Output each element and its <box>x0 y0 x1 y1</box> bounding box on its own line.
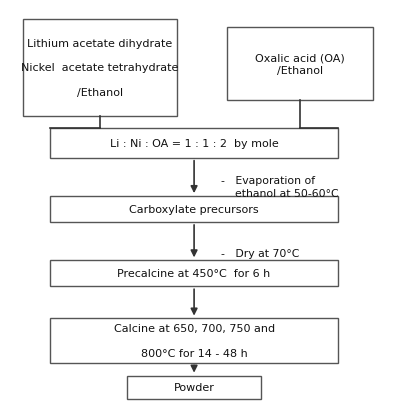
FancyBboxPatch shape <box>50 319 338 363</box>
Text: Powder: Powder <box>174 382 214 392</box>
Text: Calcine at 650, 700, 750 and

800°C for 14 - 48 h: Calcine at 650, 700, 750 and 800°C for 1… <box>114 324 275 358</box>
Text: Precalcine at 450°C  for 6 h: Precalcine at 450°C for 6 h <box>118 269 271 279</box>
FancyBboxPatch shape <box>50 128 338 158</box>
Text: Li : Ni : OA = 1 : 1 : 2  by mole: Li : Ni : OA = 1 : 1 : 2 by mole <box>110 138 278 148</box>
Text: Carboxylate precursors: Carboxylate precursors <box>129 204 259 214</box>
FancyBboxPatch shape <box>227 28 373 100</box>
FancyBboxPatch shape <box>50 196 338 222</box>
Text: Lithium acetate dihydrate

Nickel  acetate tetrahydrate

/Ethanol: Lithium acetate dihydrate Nickel acetate… <box>21 38 179 98</box>
Text: Oxalic acid (OA)
/Ethanol: Oxalic acid (OA) /Ethanol <box>255 53 345 75</box>
Text: -   Evaporation of
    ethanol at 50-60°C: - Evaporation of ethanol at 50-60°C <box>221 176 339 199</box>
FancyBboxPatch shape <box>50 261 338 287</box>
FancyBboxPatch shape <box>23 20 177 116</box>
Text: -   Dry at 70°C: - Dry at 70°C <box>221 248 299 258</box>
FancyBboxPatch shape <box>127 375 261 399</box>
